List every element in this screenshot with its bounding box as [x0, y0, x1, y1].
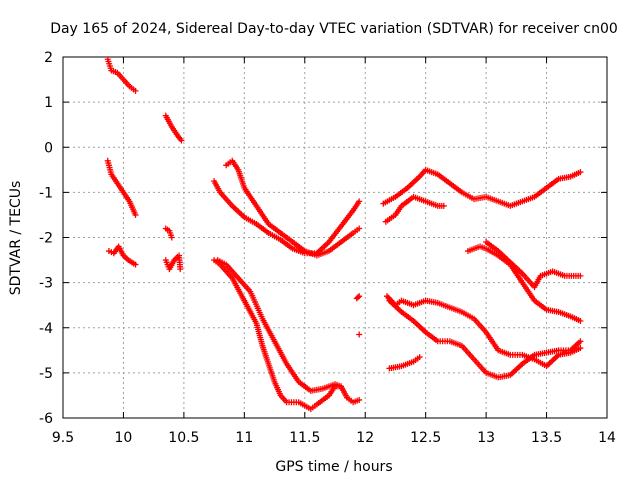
series-s12 [356, 331, 363, 338]
x-tick-label: 11 [235, 430, 253, 446]
series-s8 [211, 178, 363, 257]
y-tick-label: 2 [44, 50, 53, 66]
data-point [354, 294, 361, 301]
x-tick-label: 10.5 [168, 430, 199, 446]
data-point [577, 345, 584, 352]
series-s13 [380, 166, 584, 209]
data-point [177, 266, 184, 273]
grid [63, 57, 607, 418]
x-tick-label: 9.5 [52, 430, 74, 446]
series-s18 [464, 243, 584, 324]
y-tick-label: -5 [39, 366, 53, 382]
data-point [338, 383, 345, 390]
series-s4 [162, 112, 185, 144]
series-s19 [483, 239, 584, 291]
y-tick-label: -4 [39, 321, 53, 337]
data-point [356, 293, 363, 300]
data-point [356, 198, 363, 205]
x-tick-label: 13.5 [531, 430, 562, 446]
data-points [104, 56, 584, 412]
y-tick-label: -6 [39, 411, 53, 427]
x-tick-label: 11.5 [289, 430, 320, 446]
series-s16 [383, 293, 584, 370]
series-s10 [214, 257, 345, 394]
data-point [577, 272, 584, 279]
x-tick-label: 14 [598, 430, 616, 446]
chart-title: Day 165 of 2024, Sidereal Day-to-day VTE… [50, 21, 618, 37]
data-point [416, 354, 423, 361]
x-axis-label: GPS time / hours [275, 459, 392, 475]
x-tick-label: 10 [115, 430, 133, 446]
y-axis: -6 -5 -4 -3 -2 -1 0 1 2 [39, 50, 607, 427]
y-tick-label: -1 [39, 185, 53, 201]
y-axis-label: SDTVAR / TECUs [8, 181, 24, 296]
data-point [178, 137, 185, 144]
data-point [577, 169, 584, 176]
data-point [168, 234, 175, 241]
data-point [577, 317, 584, 324]
data-point [356, 225, 363, 232]
series-s2 [104, 157, 139, 218]
y-tick-label: 0 [44, 140, 53, 156]
series-s14 [382, 193, 447, 225]
data-point [132, 87, 139, 94]
data-point [577, 338, 584, 345]
series-s6 [162, 252, 184, 273]
x-tick-label: 12 [356, 430, 374, 446]
x-tick-label: 13 [477, 430, 495, 446]
x-tick-label: 12.5 [410, 430, 441, 446]
data-point [132, 211, 139, 218]
y-tick-label: -3 [39, 276, 53, 292]
series-s5 [162, 225, 175, 241]
y-tick-label: 1 [44, 95, 53, 111]
data-point [356, 331, 363, 338]
series-s17 [386, 354, 423, 372]
data-point [440, 202, 447, 209]
x-axis: 9.5 10 10.5 11 11.5 12 12.5 13 13.5 14 [52, 57, 616, 446]
series-s1 [104, 56, 139, 94]
data-point [132, 261, 139, 268]
series-s11 [353, 293, 363, 302]
series-s3 [105, 243, 139, 268]
data-point [356, 396, 363, 403]
y-tick-label: -2 [39, 231, 53, 247]
